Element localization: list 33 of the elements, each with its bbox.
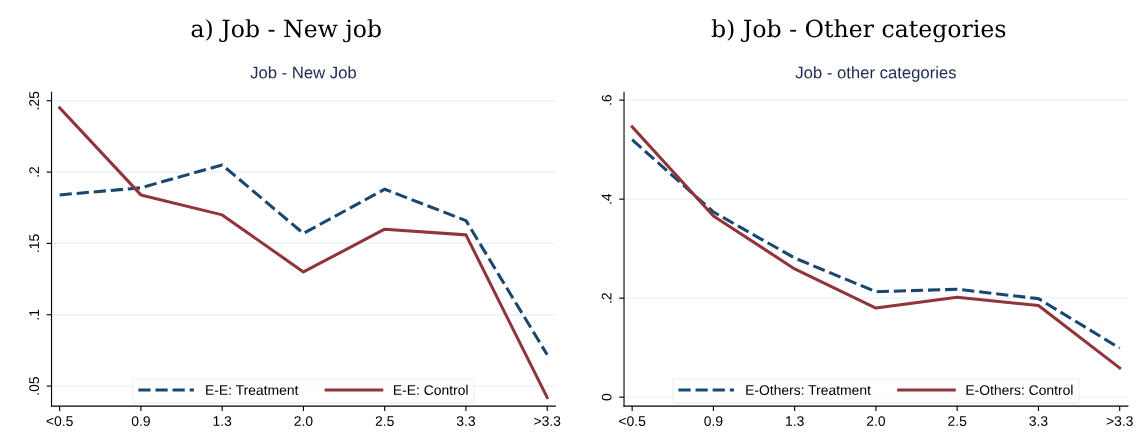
x-tick-label: 3.3 [456,416,475,426]
x-tick-label: 2.0 [866,416,886,426]
x-tick-label: <0.5 [619,416,646,426]
y-tick-label: .05 [29,377,40,395]
line-series [58,163,549,357]
x-tick-label: <0.5 [46,416,73,426]
x-tick-label: 0.9 [704,416,723,426]
x-tick-label: >3.3 [1106,416,1133,426]
x-tick-label: 1.3 [786,416,804,426]
x-tick-label: 2.5 [375,416,394,426]
legend-label: E-Others: Control [966,384,1073,395]
x-tick-label: 2.0 [294,416,313,426]
x-tick-label: 2.5 [948,416,967,426]
x-tick-label: >3.3 [534,416,561,426]
chart-subtitle: Job - New Job [250,66,356,79]
chart-title: b) Job - Other categories [711,19,1006,43]
y-tick-label: .15 [29,234,40,252]
y-tick-label: .4 [601,193,612,204]
y-tick-label: .6 [601,94,612,105]
x-tick-label: 1.3 [213,416,232,426]
chart-subtitle: Job - other categories [795,66,956,82]
y-tick-label: .2 [29,166,39,177]
y-tick-label: .25 [29,91,40,110]
x-tick-label: 3.3 [1029,416,1048,426]
y-tick-label: 0 [601,393,612,401]
y-tick-label: .1 [29,309,39,320]
line-series [58,106,549,400]
x-tick-label: 0.9 [131,416,150,426]
chart-title: a) Job - New job [191,19,381,43]
y-tick-label: .2 [601,293,612,303]
legend-label: E-E: Treatment [206,385,299,395]
legend-label: E-E: Control [394,384,468,395]
legend-label: E-Others: Treatment [746,384,871,395]
